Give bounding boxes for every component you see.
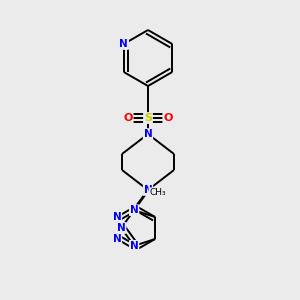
- Text: S: S: [144, 113, 152, 123]
- Text: N: N: [130, 241, 139, 251]
- Text: N: N: [130, 205, 139, 215]
- Text: N: N: [144, 129, 152, 139]
- Text: N: N: [112, 234, 121, 244]
- Text: N: N: [119, 39, 128, 49]
- Text: N: N: [117, 223, 126, 233]
- Text: N: N: [144, 185, 152, 195]
- Text: O: O: [163, 113, 173, 123]
- Text: CH₃: CH₃: [149, 188, 166, 197]
- Text: N: N: [112, 212, 121, 222]
- Text: O: O: [123, 113, 133, 123]
